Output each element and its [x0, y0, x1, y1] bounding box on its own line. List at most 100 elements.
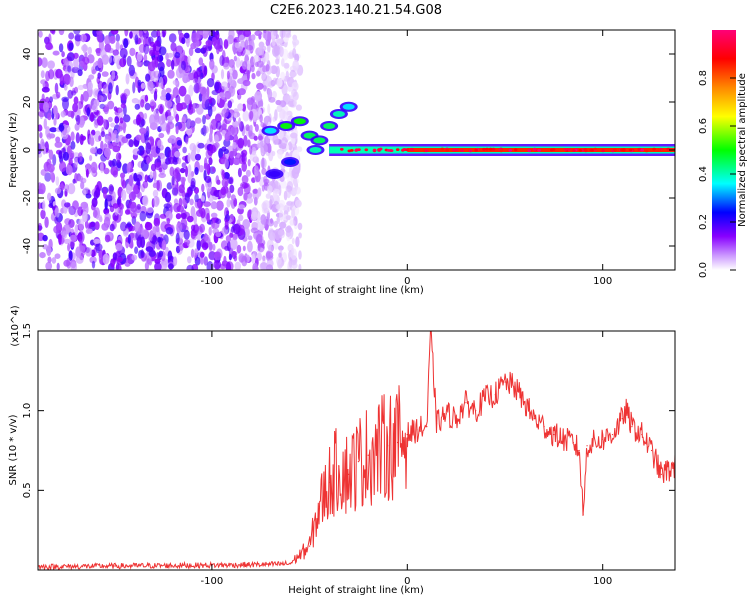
noise-blob	[149, 171, 154, 179]
noise-blob	[123, 38, 129, 49]
noise-blob	[115, 242, 123, 251]
noise-blob	[68, 42, 74, 51]
noise-blob	[243, 30, 252, 38]
noise-blob	[91, 68, 96, 75]
noise-blob	[136, 204, 141, 210]
noise-blob	[282, 30, 291, 38]
noise-blob	[104, 35, 111, 46]
noise-blob	[206, 181, 212, 193]
main-band-peak	[485, 147, 489, 151]
noise-blob	[51, 30, 56, 35]
noise-blob	[109, 223, 115, 232]
noise-blob	[153, 70, 161, 79]
noise-blob	[63, 73, 71, 86]
noise-blob	[257, 243, 261, 252]
snr-x-axis-label: Height of straight line (km)	[288, 585, 424, 596]
noise-blob	[273, 242, 279, 250]
noise-blob	[272, 77, 278, 86]
noise-blob	[238, 253, 245, 263]
noise-blob	[74, 34, 82, 42]
noise-blob	[135, 134, 142, 141]
snr-point	[553, 433, 555, 436]
noise-blob	[111, 70, 116, 80]
noise-blob	[47, 163, 55, 173]
noise-blob	[249, 124, 253, 131]
noise-blob	[203, 201, 211, 208]
noise-blob	[137, 226, 143, 235]
noise-blob	[110, 30, 119, 35]
noise-blob	[250, 227, 259, 234]
noise-blob	[214, 81, 220, 92]
noise-blob	[172, 79, 179, 85]
noise-blob	[124, 30, 129, 37]
noise-blob	[254, 124, 259, 132]
noise-blob	[196, 67, 201, 78]
noise-blob	[152, 182, 157, 189]
noise-blob	[244, 39, 249, 50]
noise-blob	[47, 256, 52, 264]
noise-blob	[97, 94, 101, 101]
noise-blob	[138, 30, 143, 38]
noise-blob	[238, 214, 244, 222]
noise-blob	[275, 137, 279, 145]
noise-blob	[121, 179, 126, 189]
noise-blob	[187, 215, 194, 223]
noise-blob	[253, 165, 259, 177]
noise-blob	[128, 139, 134, 148]
y-tick-label: -40	[22, 238, 33, 254]
noise-blob	[241, 175, 249, 184]
noise-blob	[260, 143, 268, 155]
main-band-peak	[482, 147, 486, 151]
noise-blob	[143, 30, 147, 34]
noise-blob	[174, 51, 181, 59]
noise-blob	[118, 141, 122, 149]
main-band-peak	[474, 148, 478, 152]
noise-blob	[171, 175, 175, 186]
noise-blob	[219, 55, 225, 67]
noise-blob	[185, 165, 188, 178]
snr-point	[455, 418, 457, 420]
noise-blob	[247, 159, 251, 167]
noise-blob	[223, 138, 231, 148]
noise-blob	[120, 103, 126, 109]
noise-blob	[73, 30, 81, 35]
noise-blob	[158, 76, 164, 89]
colorbar-tick-label: 0.0	[698, 262, 709, 278]
noise-blob	[255, 233, 263, 245]
noise-blob	[62, 230, 68, 239]
noise-blob	[86, 107, 91, 117]
noise-blob	[82, 43, 88, 54]
noise-blob	[267, 103, 271, 115]
noise-blob	[221, 177, 229, 188]
noise-blob	[226, 198, 231, 208]
x-tick-label: -100	[201, 576, 224, 587]
noise-blob	[144, 94, 149, 102]
noise-blob	[268, 80, 274, 88]
noise-blob	[67, 243, 71, 252]
noise-blob	[160, 154, 166, 165]
snr-y-ticks: 0.5 1.0 1.5	[22, 323, 675, 498]
noise-blob	[196, 239, 201, 251]
noise-blob	[193, 213, 197, 225]
noise-blob	[139, 210, 147, 222]
noise-blob	[63, 202, 71, 208]
noise-blob	[275, 99, 282, 106]
noise-blob	[153, 108, 159, 120]
noise-blob	[199, 86, 207, 95]
noise-blob	[283, 62, 290, 69]
main-band-peak	[637, 147, 641, 151]
noise-blob	[54, 109, 59, 120]
noise-blob	[237, 186, 244, 197]
noise-blob	[200, 257, 204, 265]
noise-blob	[157, 115, 166, 125]
snr-frame	[37, 330, 676, 571]
noise-blob	[152, 226, 157, 236]
noise-blob	[129, 31, 133, 39]
noise-blob	[289, 216, 293, 226]
noise-blob	[56, 262, 60, 270]
noise-blob	[40, 138, 45, 151]
noise-blob	[104, 135, 112, 144]
noise-blob	[163, 203, 171, 209]
noise-blob	[134, 103, 140, 110]
noise-blob	[164, 191, 172, 203]
